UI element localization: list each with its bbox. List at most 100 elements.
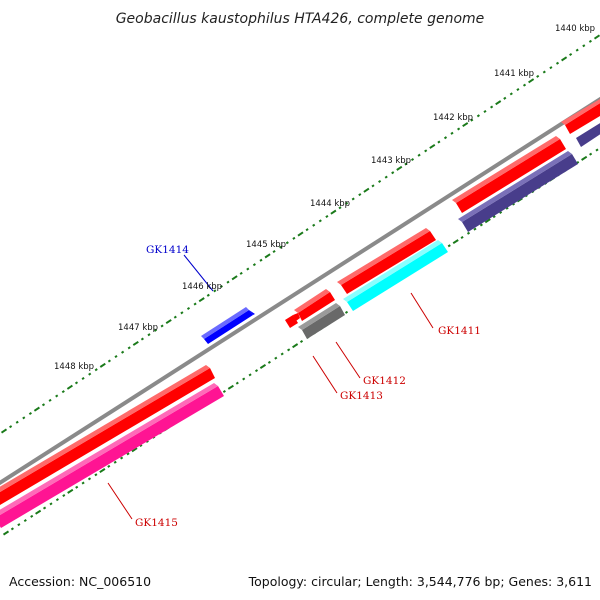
outer-ruler-tick [74,381,79,385]
outer-ruler-tick [285,241,289,245]
leader-gk1412 [335,341,361,379]
gene-label-gk1411[interactable]: GK1411 [438,325,481,337]
outer-ruler-tick [33,406,40,412]
outer-ruler-tick [81,376,85,380]
inner-ruler-tick [581,155,588,161]
outer-ruler-tick [509,92,513,96]
gene-label-gk1413[interactable]: GK1413 [340,390,383,402]
inner-ruler-tick [94,473,98,477]
ruler-labels: 1440 kbp 1441 kbp 1442 kbp 1443 kbp 1444… [54,24,595,372]
inner-ruler-tick [248,373,252,377]
outer-ruler-tick [338,206,342,210]
gene-label-gk1415[interactable]: GK1415 [135,517,178,529]
outer-ruler-tick [470,118,474,122]
inner-ruler-tick [81,481,85,485]
outer-ruler-tick [28,411,32,416]
outer-ruler-tick [503,96,507,100]
outer-ruler-tick [437,140,441,144]
inner-ruler-tick [2,530,10,536]
genome-summary-text: Topology: circular; Length: 3,544,776 bp… [248,574,592,589]
gene-label-gk1412[interactable]: GK1412 [363,375,406,387]
outer-ruler-tick [153,328,158,332]
gene-gk1413-cds[interactable] [285,313,300,328]
inner-ruler-tick [113,460,117,464]
inner-ruler-tick [589,152,593,156]
outer-ruler-tick [0,428,8,434]
kbp-label-1446: 1446 kbp [182,282,222,292]
gene-cds-1440b[interactable] [561,96,600,134]
inner-ruler-tick [484,218,491,224]
outer-ruler-tick [363,187,370,193]
outer-ruler-tick [536,74,540,78]
inner-ruler-tick [452,239,459,245]
outer-ruler-tick [305,228,309,232]
inner-ruler-tick [120,456,124,460]
inner-ruler-tick [62,494,66,498]
outer-ruler-tick [246,267,250,271]
outer-ruler-tick [264,253,271,259]
inner-ruler-tick [344,310,349,314]
inner-ruler-tick [492,215,496,219]
outer-ruler-tick [173,315,177,319]
inner-ruler-tick [280,352,284,356]
gene-gk1412-cds[interactable] [294,289,335,321]
inner-ruler-tick [505,206,509,210]
gene-cds-1440a[interactable] [452,136,566,213]
kbp-label-1440: 1440 kbp [555,24,595,34]
cog-gk1411 [343,240,448,311]
inner-ruler-tick [222,389,226,393]
kbp-label-1447: 1447 kbp [118,323,158,333]
kbp-label-1445: 1445 kbp [246,240,286,250]
outer-ruler-tick [132,340,139,346]
outer-ruler-tick [522,83,527,87]
outer-ruler-tick [575,48,579,52]
outer-ruler-tick [457,127,461,131]
gene-gk1415-cds[interactable] [0,365,215,505]
outer-ruler-tick [490,105,494,109]
outer-ruler-tick [404,162,408,166]
inner-ruler-tick [49,502,53,506]
outer-ruler-tick [272,249,276,254]
outer-ruler-tick [239,271,243,275]
outer-ruler-tick [371,184,375,188]
outer-ruler-tick [219,285,223,289]
outer-ruler-tick [292,236,296,240]
outer-ruler-tick [542,70,546,74]
inner-ruler-tick [473,227,477,231]
gene-gk1414[interactable] [201,307,255,344]
outer-ruler-tick [325,214,329,219]
inner-ruler-tick [42,506,47,510]
inner-ruler-tick [30,514,34,518]
outer-ruler-tick [312,223,316,227]
outer-ruler-tick [165,319,172,325]
outer-ruler-tick [528,78,535,84]
outer-ruler-tick [121,350,125,354]
outer-ruler-tick [483,109,487,113]
outer-ruler-tick [561,56,568,62]
leader-gk1413 [312,355,338,394]
inner-ruler-tick [139,444,143,448]
outer-ruler-tick [297,231,304,237]
outer-ruler-tick [279,245,283,249]
outer-ruler-tick [48,398,52,402]
cog-1440b [576,123,600,147]
inner-ruler-tick [242,377,246,381]
outer-ruler-tick [443,136,448,140]
inner-ruler-tick [17,523,21,527]
gene-label-gk1414[interactable]: GK1414 [146,244,189,256]
outer-ruler-tick [193,302,197,306]
inner-ruler-tick [55,498,59,502]
outer-ruler-tick [410,158,415,162]
inner-ruler-tick [267,360,271,364]
outer-ruler-tick [593,34,600,40]
outer-ruler-tick [107,359,111,363]
inner-ruler-tick [287,348,291,352]
outer-ruler-tick [345,201,349,205]
outer-ruler-tick [186,306,191,310]
gene-gk1411-cds[interactable] [337,228,436,294]
outer-ruler-tick [450,131,454,135]
inner-ruler-tick [466,231,471,235]
leader-gk1411 [410,292,434,329]
inner-ruler-tick [35,509,42,515]
